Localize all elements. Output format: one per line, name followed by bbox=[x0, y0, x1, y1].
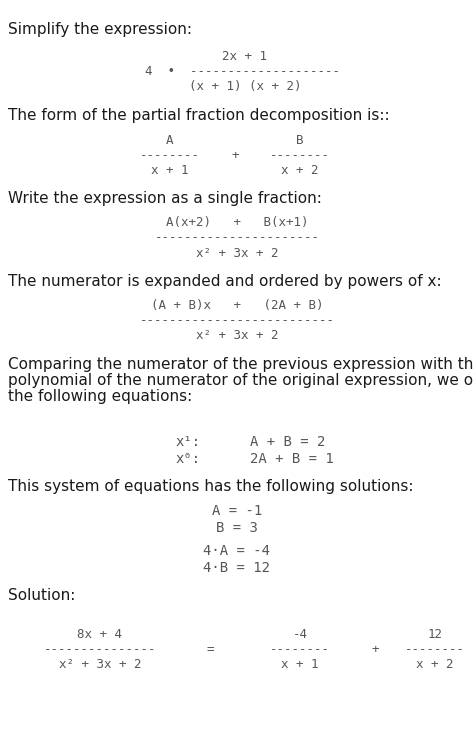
Text: A = -1: A = -1 bbox=[212, 504, 262, 518]
Text: --------: -------- bbox=[140, 149, 200, 162]
Text: x² + 3x + 2: x² + 3x + 2 bbox=[196, 329, 278, 342]
Text: The form of the partial fraction decomposition is::: The form of the partial fraction decompo… bbox=[8, 108, 390, 123]
Text: ---------------: --------------- bbox=[44, 643, 156, 656]
Text: 12: 12 bbox=[428, 628, 443, 641]
Text: 4·B = 12: 4·B = 12 bbox=[203, 561, 271, 575]
Text: x + 1: x + 1 bbox=[151, 164, 189, 177]
Text: =: = bbox=[206, 643, 214, 656]
Text: -4: -4 bbox=[292, 628, 308, 641]
Text: 4·A = -4: 4·A = -4 bbox=[203, 544, 271, 558]
Text: x² + 3x + 2: x² + 3x + 2 bbox=[196, 247, 278, 260]
Text: x⁰:: x⁰: bbox=[175, 452, 200, 466]
Text: ----------------------: ---------------------- bbox=[155, 231, 319, 244]
Text: This system of equations has the following solutions:: This system of equations has the followi… bbox=[8, 479, 413, 494]
Text: x + 1: x + 1 bbox=[281, 658, 319, 671]
Text: --------------------------: -------------------------- bbox=[139, 314, 335, 327]
Text: A: A bbox=[166, 134, 174, 147]
Text: the following equations:: the following equations: bbox=[8, 389, 192, 404]
Text: x + 2: x + 2 bbox=[416, 658, 454, 671]
Text: +: + bbox=[231, 149, 239, 162]
Text: B = 3: B = 3 bbox=[216, 521, 258, 535]
Text: Comparing the numerator of the previous expression with the: Comparing the numerator of the previous … bbox=[8, 357, 474, 372]
Text: 8x + 4: 8x + 4 bbox=[78, 628, 122, 641]
Text: x² + 3x + 2: x² + 3x + 2 bbox=[59, 658, 141, 671]
Text: +: + bbox=[371, 643, 379, 656]
Text: 2A + B = 1: 2A + B = 1 bbox=[250, 452, 334, 466]
Text: B: B bbox=[296, 134, 304, 147]
Text: The numerator is expanded and ordered by powers of x:: The numerator is expanded and ordered by… bbox=[8, 274, 442, 289]
Text: Write the expression as a single fraction:: Write the expression as a single fractio… bbox=[8, 191, 322, 206]
Text: --------: -------- bbox=[270, 643, 330, 656]
Text: A + B = 2: A + B = 2 bbox=[250, 435, 325, 449]
Text: x + 2: x + 2 bbox=[281, 164, 319, 177]
Text: --------: -------- bbox=[405, 643, 465, 656]
Text: Simplify the expression:: Simplify the expression: bbox=[8, 22, 192, 37]
Text: (x + 1) (x + 2): (x + 1) (x + 2) bbox=[189, 80, 301, 93]
Text: x¹:: x¹: bbox=[175, 435, 200, 449]
Text: polynomial of the numerator of the original expression, we obtain: polynomial of the numerator of the origi… bbox=[8, 373, 474, 388]
Text: A(x+2)   +   B(x+1): A(x+2) + B(x+1) bbox=[166, 216, 308, 229]
Text: 2x + 1: 2x + 1 bbox=[222, 50, 267, 63]
Text: (A + B)x   +   (2A + B): (A + B)x + (2A + B) bbox=[151, 299, 323, 312]
Text: Solution:: Solution: bbox=[8, 588, 75, 603]
Text: 4  •  --------------------: 4 • -------------------- bbox=[145, 65, 340, 78]
Text: --------: -------- bbox=[270, 149, 330, 162]
